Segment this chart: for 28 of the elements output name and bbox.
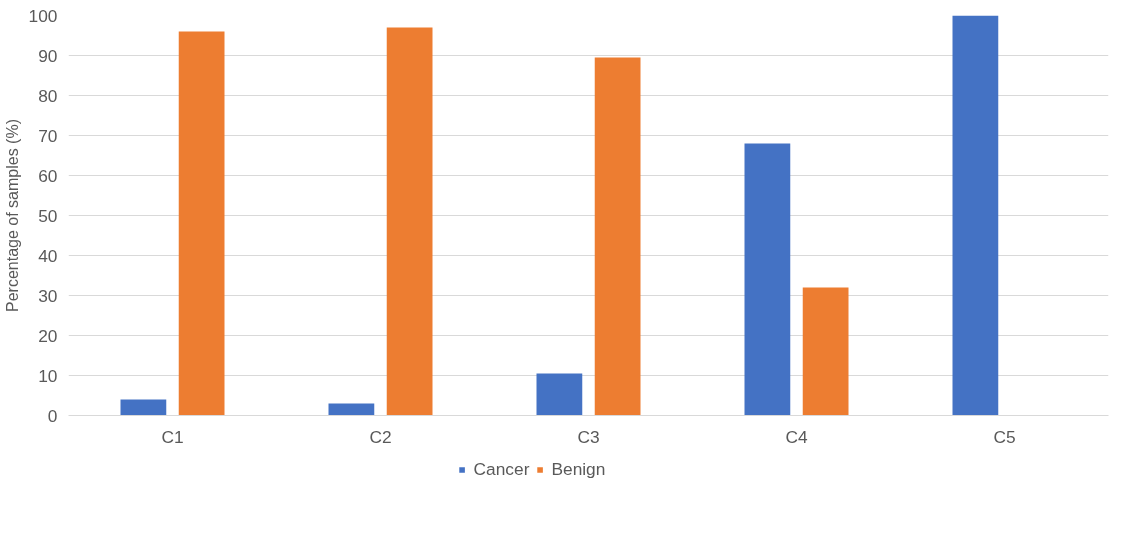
x-tick-label: C3 xyxy=(577,426,600,447)
y-tick-label: 40 xyxy=(38,245,58,266)
bar xyxy=(952,15,999,416)
y-tick-label: 90 xyxy=(38,45,58,66)
x-tick-label: C5 xyxy=(993,426,1016,447)
bar xyxy=(744,143,791,416)
bar xyxy=(536,373,583,416)
x-tick-label: C4 xyxy=(785,426,808,447)
y-tick-label: 30 xyxy=(38,285,58,306)
y-tick-label: 80 xyxy=(38,85,58,106)
bar xyxy=(386,27,433,416)
bar xyxy=(802,287,849,416)
bar xyxy=(594,57,641,416)
y-tick-label: 20 xyxy=(38,325,58,346)
y-tick-label: 70 xyxy=(38,125,58,146)
y-tick-label: 60 xyxy=(38,165,58,186)
legend-label: Cancer xyxy=(473,458,530,480)
bar xyxy=(120,399,167,416)
bar xyxy=(328,403,375,416)
y-tick-label: 50 xyxy=(38,205,58,226)
y-tick-label: 0 xyxy=(47,405,58,426)
y-axis-title: Percentage of samples (%) xyxy=(3,119,21,312)
bar xyxy=(178,31,225,416)
x-tick-label: C1 xyxy=(161,426,184,447)
legend-label: Benign xyxy=(551,458,606,480)
x-tick-label: C2 xyxy=(369,426,392,447)
y-tick-label: 100 xyxy=(28,5,58,26)
y-tick-label: 10 xyxy=(38,365,58,386)
